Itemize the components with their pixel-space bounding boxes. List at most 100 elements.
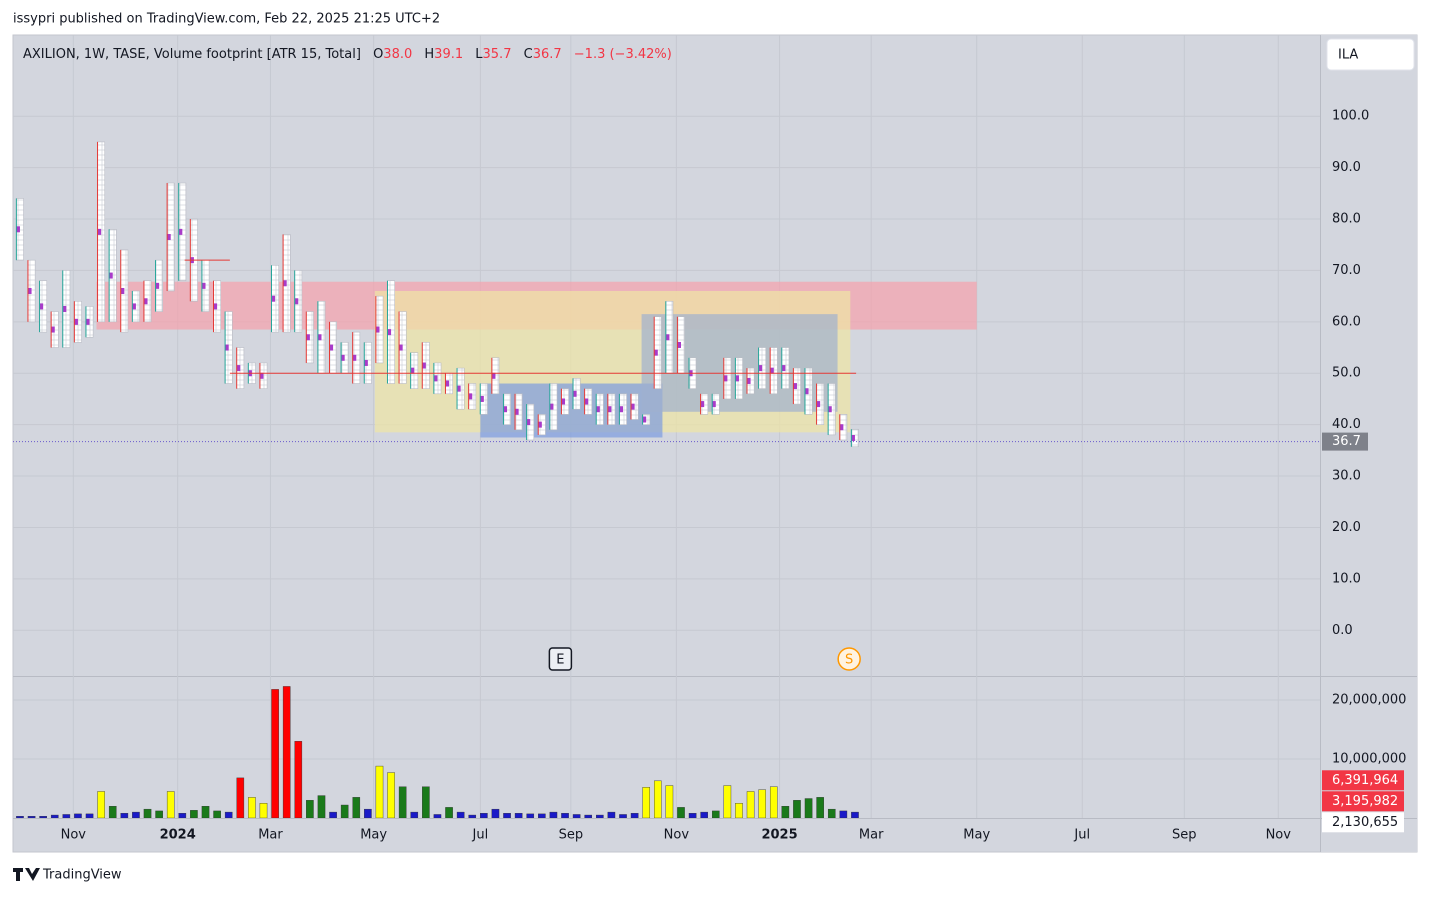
poc-cell — [433, 375, 438, 382]
price-pane — [13, 141, 1320, 448]
x-tick-label: Nov — [664, 828, 690, 843]
poc-cell — [468, 393, 473, 400]
y-tick-label: 40.0 — [1332, 417, 1361, 432]
poc-cell — [306, 334, 310, 341]
volume-bar — [62, 814, 71, 818]
poc-cell — [723, 375, 728, 382]
poc-cell — [294, 298, 299, 305]
volume-bar — [827, 808, 836, 818]
poc-cell — [422, 362, 426, 369]
volume-bar — [630, 813, 639, 818]
volume-bar — [294, 741, 303, 818]
last-price-label: 36.7 — [1332, 434, 1361, 449]
poc-cell — [457, 385, 461, 392]
volume-bar — [514, 813, 523, 818]
currency-button[interactable] — [1326, 38, 1415, 71]
volume-bar — [665, 785, 674, 818]
chart-frame — [12, 34, 1418, 853]
volume-bar — [271, 689, 279, 818]
volume-bar — [120, 813, 129, 818]
poc-cell — [654, 349, 658, 356]
y-tick-label: 30.0 — [1332, 469, 1361, 484]
volume-bar — [340, 804, 349, 818]
poc-cell — [271, 295, 276, 302]
y-tick-label: 20.0 — [1332, 520, 1361, 535]
poc-cell — [538, 421, 542, 428]
poc-cell — [607, 406, 612, 413]
volume-bar — [711, 810, 720, 818]
axes: Nov 2024 Mar May Jul Sep Nov 2025 Mar May Jul Sep No… — [61, 109, 1407, 843]
volume-bar — [804, 798, 813, 818]
volume-bar — [491, 808, 500, 818]
y-tick-label: 70.0 — [1332, 263, 1361, 278]
poc-cell — [375, 326, 380, 333]
open-value: 38.0 — [383, 47, 412, 62]
volume-bar — [410, 811, 419, 818]
poc-cell — [201, 282, 206, 289]
volume-value-label: 6,391,964 — [1332, 773, 1398, 788]
volume-bar — [398, 786, 407, 818]
low-value: 35.7 — [483, 47, 512, 62]
poc-cell — [515, 408, 519, 415]
poc-cell — [770, 367, 774, 374]
volume-bar — [769, 786, 778, 818]
volume-bar — [259, 803, 268, 818]
volume-bar — [39, 816, 47, 818]
close-key: C — [524, 47, 533, 62]
close-value: 36.7 — [533, 47, 562, 62]
footer: TradingView — [13, 868, 122, 883]
volume-bar — [132, 811, 140, 818]
poc-cell — [283, 280, 287, 287]
volume-bar — [387, 772, 395, 818]
poc-cell — [828, 406, 832, 413]
high-value: 39.1 — [434, 47, 463, 62]
volume-bar — [642, 787, 651, 818]
volume-bar — [352, 797, 361, 818]
poc-cell — [781, 365, 786, 372]
x-tick-label: 2024 — [160, 828, 196, 843]
volume-bar — [155, 810, 163, 818]
poc-cell — [410, 367, 415, 374]
volume-bar — [688, 813, 697, 818]
poc-cell — [74, 318, 78, 325]
volume-bar — [236, 777, 245, 818]
poc-cell — [341, 354, 345, 361]
volume-value-tag — [1322, 791, 1404, 812]
y-tick-label: 60.0 — [1332, 314, 1361, 329]
event-marker — [548, 647, 573, 671]
poc-cell — [16, 226, 20, 233]
event-label: S — [845, 653, 853, 668]
poc-cell — [85, 318, 90, 325]
volume-bar — [248, 797, 256, 818]
poc-cell — [804, 388, 809, 395]
poc-cell — [259, 372, 264, 379]
volume-bar — [329, 811, 337, 818]
poc-cell — [155, 282, 160, 289]
volume-bar — [27, 816, 36, 818]
volume-bar — [422, 786, 430, 818]
x-tick-label: Jul — [472, 828, 489, 843]
volume-value-tag — [1322, 770, 1404, 791]
poc-cell — [213, 303, 218, 310]
y-tick-label: 90.0 — [1332, 160, 1361, 175]
poc-cell — [399, 344, 403, 351]
volume-bar — [793, 800, 801, 818]
currency[interactable]: ILA — [1338, 48, 1358, 63]
volume-value-label: 3,195,982 — [1332, 794, 1398, 809]
volume-bar — [143, 808, 152, 818]
volume-bar — [224, 811, 233, 818]
change: −1.3 (−3.42%) — [574, 47, 672, 62]
poc-cell — [758, 365, 763, 372]
volume-bar — [213, 810, 221, 818]
y-tick-label: 50.0 — [1332, 366, 1361, 381]
poc-cell — [109, 272, 113, 279]
event-marker — [837, 647, 861, 671]
poc-cell — [851, 435, 855, 442]
poc-cell — [167, 234, 171, 241]
poc-cell — [120, 287, 125, 294]
poc-cell — [642, 416, 647, 423]
x-tick-label: Nov — [1266, 828, 1292, 843]
volume-bar — [596, 814, 604, 818]
